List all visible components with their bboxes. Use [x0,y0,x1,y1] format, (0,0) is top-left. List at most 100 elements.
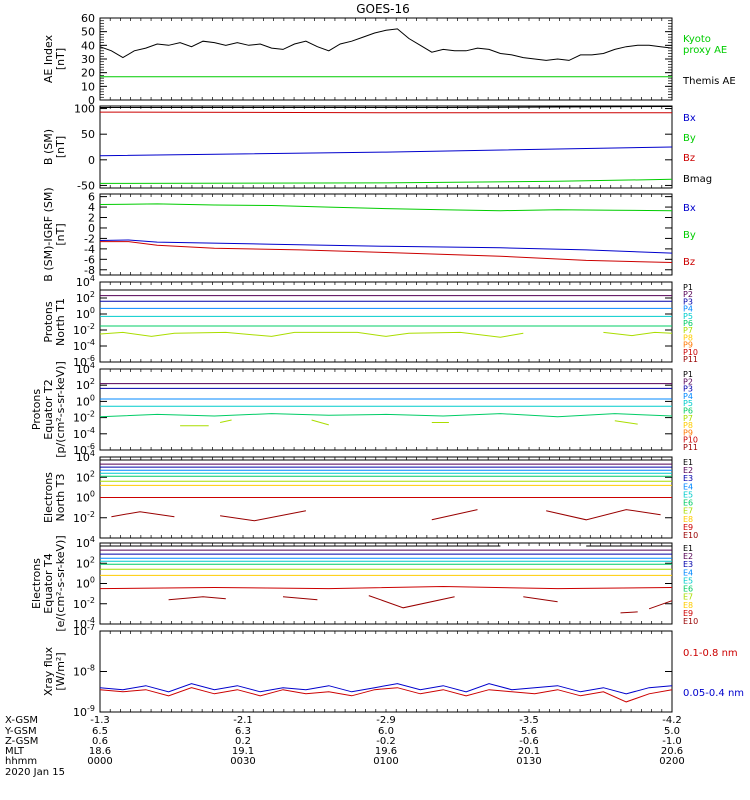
legend-p9: P9 [683,428,693,437]
legend-e8: E8 [683,515,693,524]
ephemeris-row-label: hhmm [5,756,37,767]
series-bx [99,239,673,254]
y-tick-label: 10-8 [73,664,95,679]
series-p6 [99,413,673,418]
y-tick-label: 50 [81,26,95,39]
legend-e2: E2 [683,466,693,475]
y-axis-label: Equator T4 [42,553,55,613]
legend-p1: P1 [683,283,693,292]
ephemeris-value: 0.6 [92,736,108,747]
ephemeris-value: -1.0 [662,736,682,747]
ephemeris-value: 19.1 [232,746,254,757]
y-tick-label: 40 [81,39,95,52]
series-0-1-0-8-nm [99,687,673,703]
legend-bmag: Bmag [683,174,712,185]
legend-p4: P4 [683,392,693,401]
ephemeris-value: 5.6 [521,726,537,737]
panel-ent3: 104 102 100 10-2 Electrons North T3 E1E2E3E4E5… [42,449,698,540]
y-tick-label: 4 [88,201,95,214]
panel-frame [99,368,673,451]
legend-e9: E9 [683,609,693,618]
legend-themis-ae: Themis AE [682,76,736,87]
y-axis-label: [e/(cm²-s-sr-keV)] [54,535,67,631]
y-tick-label: 102 [76,377,95,392]
ephemeris-value: 6.5 [92,726,108,737]
y-tick-label: -4 [84,243,95,256]
legend-e4: E4 [683,568,693,577]
ephemeris-row-label: Y-GSM [4,726,37,737]
legend-p4: P4 [683,305,693,314]
legend-p2: P2 [683,290,693,299]
y-axis-label: North T3 [54,474,67,522]
ephemeris-value: 0000 [87,756,112,767]
legend-e3: E3 [683,474,693,483]
y-tick-label: 10-2 [73,596,95,611]
y-tick-label: 0 [88,154,95,167]
legend-e8: E8 [683,601,693,610]
y-tick-label: 60 [81,12,95,25]
ephemeris-value: 5.0 [664,726,680,737]
legend-p3: P3 [683,385,693,394]
ephemeris-value: 20.6 [661,746,683,757]
y-tick-label: 20 [81,67,95,80]
legend-e6: E6 [683,499,693,508]
y-tick-label: -6 [84,253,95,266]
panel-frame [99,105,673,189]
y-axis-label: B (SM) [42,129,55,165]
legend-p8: P8 [683,421,693,430]
legend-p11: P11 [683,355,698,364]
legend-p6: P6 [683,407,693,416]
series-p7 [180,419,638,427]
y-tick-label: 102 [76,555,95,570]
legend-p7: P7 [683,414,693,423]
legend-e7: E7 [683,507,693,516]
y-tick-label: 104 [76,535,95,550]
ephemeris-value: 19.6 [375,746,397,757]
ephemeris-value: 0030 [230,756,255,767]
ephemeris-value: 6.0 [378,726,394,737]
legend-by: By [683,133,696,144]
y-axis-label: Xray flux [42,646,55,696]
y-axis-label: North T1 [54,298,67,346]
ephemeris-value: -2.9 [376,715,396,726]
y-tick-label: 0 [88,222,95,235]
panel-frame [99,193,673,276]
y-tick-label: 100 [76,490,95,505]
ephemeris-value: -0.6 [519,736,539,747]
y-tick-label: 30 [81,53,95,66]
ephemeris-value: 20.1 [518,746,540,757]
legend-p7: P7 [683,326,693,335]
y-tick-label: 104 [76,274,95,289]
legend-e6: E6 [683,585,693,594]
ephemeris-value: 0200 [659,756,684,767]
legend-p11: P11 [683,443,698,452]
ephemeris-row-label: MLT [5,746,25,757]
legend-e3: E3 [683,560,693,569]
ephemeris-value: -2.1 [233,715,253,726]
legend-e9: E9 [683,523,693,532]
legend-e2: E2 [683,552,693,561]
legend-bz: Bz [683,257,695,268]
legend-e1: E1 [683,544,693,553]
ephemeris-value: -4.2 [662,715,682,726]
y-tick-label: -50 [77,179,95,192]
plot-title: GOES-16 [356,2,410,16]
legend-p9: P9 [683,341,693,350]
ephemeris-date: 2020 Jan 15 [5,767,65,778]
legend-e1: E1 [683,458,693,467]
ephemeris-row-label: X-GSM [5,715,38,726]
panel-frame [99,281,673,363]
legend-p10: P10 [683,436,698,445]
y-tick-label: 10-4 [73,426,95,441]
legend-e10: E10 [683,617,698,626]
y-axis-label: Electrons [42,472,55,523]
legend-bz: Bz [683,153,695,164]
y-axis-label: Equator T2 [42,379,55,439]
series-bmag [100,106,673,108]
legend-e4: E4 [683,482,693,491]
y-tick-label: 104 [76,449,95,464]
